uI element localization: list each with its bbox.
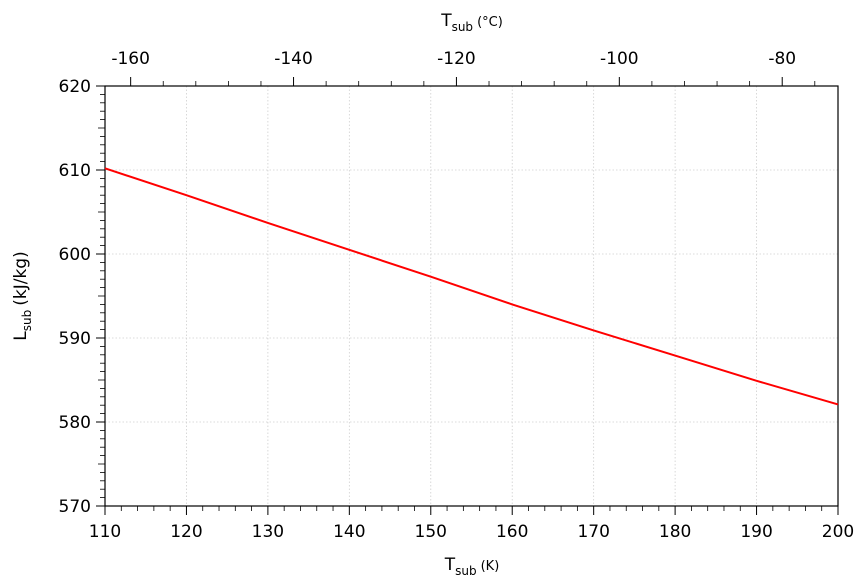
x2-tick-label: -100 [600,49,639,69]
x-tick-label: 110 [89,522,121,542]
y-axis-label-main: L [11,331,31,341]
grid [105,86,838,506]
x-tick-label: 170 [577,522,609,542]
x-axis-bottom: 110 120 130 140 150 160 170 180 190 200 [89,506,854,542]
x-axis-label-unit: (K) [481,559,500,574]
y-tick-label: 600 [59,245,91,265]
x-tick-label: 130 [252,522,284,542]
x2-tick-label: -140 [274,49,313,69]
x2-tick-label: -160 [111,49,150,69]
x2-tick-label: -120 [437,49,476,69]
y-axis: 570 580 590 600 610 620 [59,77,105,517]
y-tick-label: 570 [59,497,91,517]
x2-axis-label: Tsub (°C) [440,11,503,34]
x-tick-label: 200 [822,522,854,542]
y-axis-label: Lsub (kJ/kg) [11,251,34,340]
y-tick-label: 590 [59,329,91,349]
y-tick-label: 610 [59,161,91,181]
x-tick-label: 150 [415,522,447,542]
x2-axis-label-main: T [440,11,452,31]
x-axis-top: -160 -140 -120 -100 -80 [111,49,816,86]
x2-axis-label-sub: sub [452,20,473,34]
x-tick-label: 180 [659,522,691,542]
y-tick-label: 580 [59,413,91,433]
x2-axis-label-unit: (°C) [477,15,503,30]
x-tick-label: 140 [333,522,365,542]
series-line [104,167,839,406]
y-axis-label-sub: sub [20,310,34,331]
x-axis-label-main: T [444,555,456,575]
y-tick-label: 620 [59,77,91,97]
plot-frame [104,85,839,507]
y-axis-label-unit: (kJ/kg) [11,251,31,306]
series-group [104,167,839,406]
x-tick-label: 190 [740,522,772,542]
x-tick-label: 160 [496,522,528,542]
x-axis-label-sub: sub [455,564,476,576]
x-tick-label: 120 [170,522,202,542]
x2-tick-label: -80 [768,49,796,69]
x-axis-label: Tsub (K) [444,555,500,576]
